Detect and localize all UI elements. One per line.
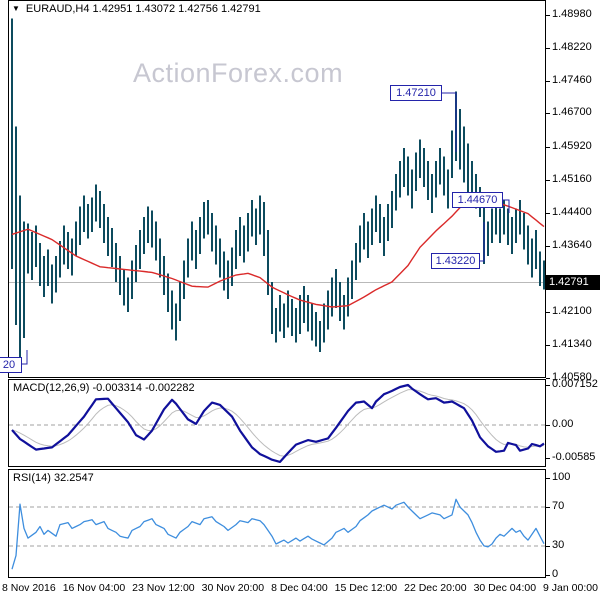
rsi-chart-area[interactable] <box>9 470 545 577</box>
price-panel[interactable] <box>8 0 546 378</box>
axis-tick <box>546 507 550 508</box>
watermark: ActionForex.com <box>133 58 344 88</box>
axis-tick <box>546 575 550 576</box>
axis-tick-label: -0.00585 <box>552 451 596 463</box>
axis-tick-label: 0.00 <box>552 418 574 430</box>
axis-tick <box>546 345 550 346</box>
time-scale[interactable]: 8 Nov 2016 16 Nov 04:00 23 Nov 12:00 30 Nov… <box>2 582 598 594</box>
axis-tick <box>546 546 550 547</box>
x-axis-label: 16 Nov 04:00 <box>62 582 126 594</box>
axis-tick-label: 1.46700 <box>552 106 592 118</box>
axis-tick <box>546 385 550 386</box>
price-callout-clipped-20[interactable]: 20 <box>0 357 22 373</box>
current-price-tag: 1.42791 <box>546 275 600 290</box>
x-axis-label: 8 Dec 04:00 <box>271 582 328 594</box>
axis-tick <box>546 15 550 16</box>
x-axis-label: 9 Jan 00:00 <box>543 582 598 594</box>
axis-tick <box>546 48 550 49</box>
axis-tick-label: 1.45160 <box>552 173 592 185</box>
axis-tick <box>546 113 550 114</box>
x-axis-label: 15 Dec 12:00 <box>334 582 398 594</box>
axis-tick-label: 1.47460 <box>552 74 592 86</box>
axis-tick-label: 1.45920 <box>552 140 592 152</box>
axis-tick <box>546 213 550 214</box>
axis-tick <box>546 312 550 313</box>
macd-indicator-label: MACD(12,26,9) -0.003314 -0.002282 <box>13 382 195 394</box>
x-axis-label: 8 Nov 2016 <box>2 582 56 594</box>
macd-chart-area[interactable] <box>9 380 545 466</box>
axis-tick <box>546 425 550 426</box>
axis-tick <box>546 458 550 459</box>
x-axis-label: 22 Dec 20:00 <box>404 582 467 594</box>
macd-panel[interactable] <box>8 379 546 467</box>
axis-tick <box>546 246 550 247</box>
price-callout-14467[interactable]: 1.44670 <box>452 192 503 208</box>
axis-tick <box>546 81 550 82</box>
axis-tick-label: 70 <box>552 500 565 512</box>
axis-tick-label: 1.40580 <box>552 371 592 383</box>
x-axis-label: 30 Dec 04:00 <box>473 582 537 594</box>
axis-tick-label: 1.43640 <box>552 239 592 251</box>
axis-tick-label: 1.48980 <box>552 8 592 20</box>
symbol-title-bar: ▼ EURAUD,H4 1.42951 1.43072 1.42756 1.42… <box>12 3 261 15</box>
symbol-ohlc-text: EURAUD,H4 1.42951 1.43072 1.42756 1.4279… <box>25 3 261 15</box>
axis-tick-label: 0.007152 <box>552 378 598 390</box>
axis-tick-label: 0 <box>552 568 559 580</box>
axis-tick-label: 30 <box>552 539 565 551</box>
axis-tick-label: 1.44400 <box>552 206 592 218</box>
axis-tick <box>546 180 550 181</box>
axis-tick-label: 1.42100 <box>552 305 592 317</box>
axis-tick-label: 1.48220 <box>552 41 592 53</box>
axis-tick-label: 1.41340 <box>552 338 592 350</box>
axis-tick <box>546 478 550 479</box>
price-callout-14322[interactable]: 1.43220 <box>431 253 480 269</box>
rsi-panel[interactable] <box>8 469 546 578</box>
x-axis-label: 30 Nov 20:00 <box>201 582 265 594</box>
chevron-down-icon[interactable]: ▼ <box>12 4 20 13</box>
price-callout-14721[interactable]: 1.47210 <box>390 85 442 101</box>
axis-tick <box>546 147 550 148</box>
axis-tick <box>546 378 550 379</box>
axis-tick-label: 100 <box>552 471 571 483</box>
rsi-indicator-label: RSI(14) 32.2547 <box>13 472 94 484</box>
x-axis-label: 23 Nov 12:00 <box>132 582 195 594</box>
